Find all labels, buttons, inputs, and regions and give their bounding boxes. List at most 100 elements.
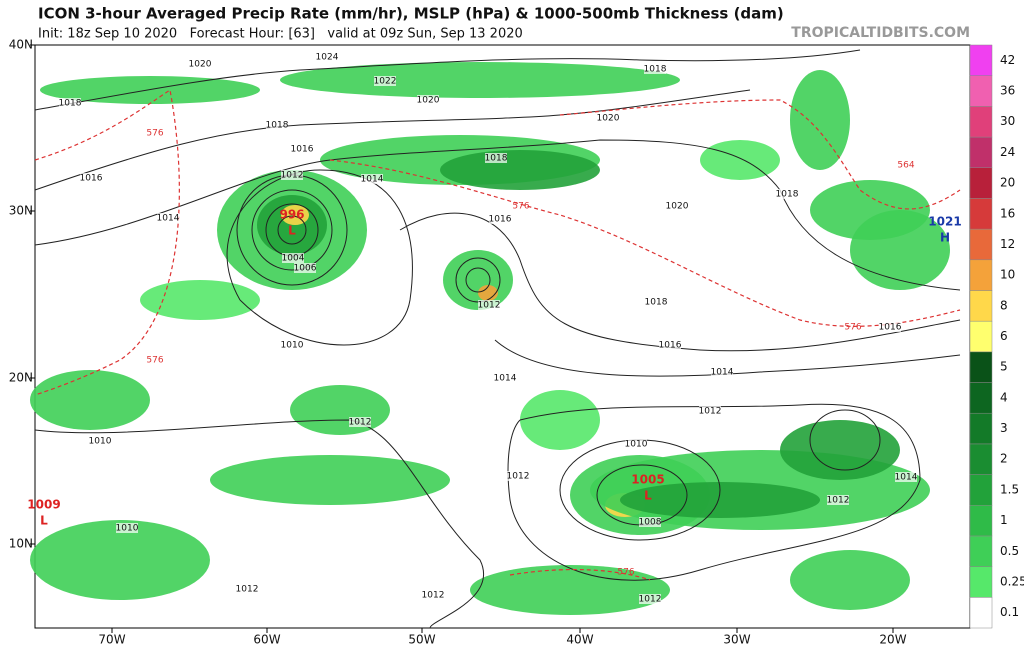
label-bg: [157, 213, 179, 223]
isobar-label: 1012: [349, 418, 372, 428]
thickness-label: 564: [897, 161, 914, 171]
title: ICON 3-hour Averaged Precip Rate (mm/hr)…: [38, 5, 784, 23]
isobar-label: 1018: [776, 190, 799, 200]
precip-area: [470, 565, 670, 615]
lon-label: 50W: [408, 633, 435, 647]
colorbar-label: 12: [1000, 237, 1015, 251]
lat-label: 20N: [9, 371, 33, 385]
precip-area: [700, 140, 780, 180]
colorbar-cell: [969, 259, 993, 291]
label-bg: [644, 64, 666, 74]
center-pressure: 1005: [631, 473, 664, 487]
thickness-line: [34, 88, 180, 396]
precip-area: [30, 520, 210, 600]
precip-area: [440, 150, 600, 190]
label-bg: [417, 95, 439, 105]
thickness-label: 576: [146, 129, 163, 139]
colorbar-label: 30: [1000, 114, 1015, 128]
label-bg: [294, 263, 316, 273]
precip-area: [478, 285, 498, 301]
isobar-label: 1018: [485, 154, 508, 164]
colorbar-cell: [969, 136, 993, 168]
isobar-label: 1018: [644, 65, 667, 75]
isobar: [34, 419, 484, 629]
colorbar-cell: [969, 351, 993, 383]
isobar: [34, 49, 861, 111]
lon-label: 60W: [253, 633, 280, 647]
colorbar-label: 4: [1000, 390, 1008, 404]
isobar-label: 1016: [80, 174, 103, 184]
isobar: [494, 339, 961, 377]
precip-area: [620, 482, 820, 518]
isobar-label: 1012: [422, 591, 445, 601]
lon-label: 70W: [98, 633, 125, 647]
isobar-label: 1018: [645, 298, 668, 308]
precip-area: [290, 385, 390, 435]
colorbar-label: 24: [1000, 145, 1015, 159]
colorbar-label: 6: [1000, 329, 1008, 343]
isobar-label: 1010: [116, 524, 139, 534]
isobar-label: 1014: [711, 368, 734, 378]
colorbar-cell: [969, 382, 993, 414]
watermark: TROPICALTIDBITS.COM: [791, 25, 970, 41]
lon-label: 30W: [723, 633, 750, 647]
center-pressure: 996: [279, 208, 304, 222]
thickness-line: [329, 159, 961, 327]
thickness-label: 576: [146, 356, 163, 366]
thickness-label: 576: [512, 202, 529, 212]
label-bg: [478, 300, 500, 310]
label-bg: [361, 174, 383, 184]
precip-area: [280, 62, 680, 98]
isobar-label: 1014: [895, 473, 918, 483]
center-symbol: L: [288, 224, 296, 238]
colorbar-label: 3: [1000, 421, 1008, 435]
colorbar-label: 10: [1000, 268, 1015, 282]
label-bg: [89, 436, 111, 446]
isobar-label: 1016: [291, 145, 314, 155]
isobar-label: 1012: [639, 595, 662, 605]
label-bg: [349, 417, 371, 427]
isobar-label: 1020: [597, 114, 620, 124]
colorbar-cell: [969, 44, 993, 76]
lon-label: 20W: [879, 633, 906, 647]
precip-area: [850, 210, 950, 290]
label-bg: [645, 297, 667, 307]
colorbar-cell: [969, 320, 993, 353]
precip-area: [257, 195, 327, 255]
isobar-label: 1014: [494, 374, 517, 384]
colorbar-label: 0.25: [1000, 574, 1024, 588]
label-bg: [236, 584, 258, 594]
label-bg: [895, 472, 917, 482]
label-bg: [291, 144, 313, 154]
label-bg: [281, 340, 303, 350]
isobar: [465, 267, 491, 293]
colorbar-cell: [969, 167, 993, 199]
isobar-label: 1018: [59, 99, 82, 109]
label-bg: [639, 517, 661, 527]
isobar: [507, 403, 921, 581]
lat-label: 40N: [9, 38, 33, 52]
colorbar-label: 1: [1000, 513, 1008, 527]
isobar-label: 1008: [639, 518, 662, 528]
isobar-label: 1024: [316, 53, 339, 63]
isobar-label: 1016: [659, 341, 682, 351]
isobar-label: 1018: [266, 121, 289, 131]
isobar-label: 1010: [89, 437, 112, 447]
isobar-label: 1010: [281, 341, 304, 351]
colorbar-cell: [969, 106, 993, 138]
isobar-label: 1020: [189, 60, 212, 70]
label-bg: [489, 214, 511, 224]
colorbar-cell: [969, 228, 993, 261]
label-bg: [699, 406, 721, 416]
label-bg: [59, 98, 81, 108]
precip-area: [520, 390, 600, 450]
center-symbol: H: [940, 231, 950, 245]
colorbar-label: 1.5: [1000, 482, 1019, 496]
label-bg: [494, 373, 516, 383]
isobar-label: 1020: [666, 202, 689, 212]
colorbar-cell: [969, 290, 993, 322]
colorbar-cell: [969, 474, 993, 506]
colorbar-cell: [969, 505, 993, 537]
lat-label: 10N: [9, 537, 33, 551]
precip-area: [790, 70, 850, 170]
